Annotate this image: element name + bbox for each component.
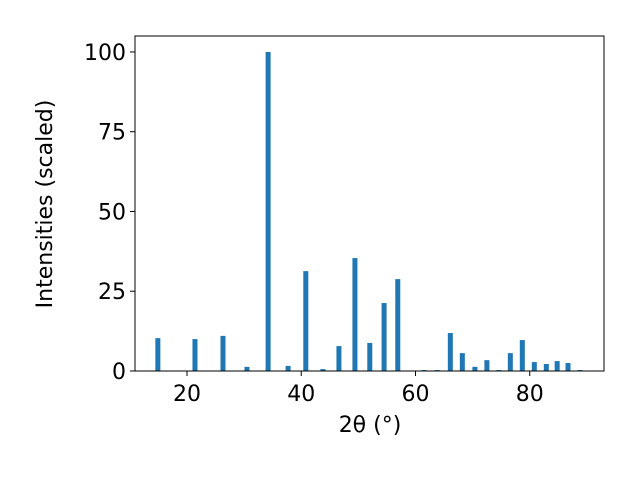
bar	[554, 361, 560, 371]
y-axis-label: Intensities (scaled)	[33, 100, 58, 309]
x-tick-label: 80	[516, 382, 544, 407]
plot-frame	[134, 35, 605, 372]
y-tick-label: 50	[98, 200, 126, 225]
bar	[459, 353, 465, 371]
bar	[519, 340, 525, 371]
bar	[531, 362, 537, 371]
bar	[543, 363, 549, 371]
x-tick-label: 20	[173, 382, 201, 407]
bar	[381, 303, 387, 371]
bar	[244, 366, 250, 371]
bar	[336, 346, 342, 371]
bar	[352, 258, 358, 371]
bar	[192, 339, 198, 371]
x-tick-label: 60	[401, 382, 429, 407]
y-tick-label: 25	[98, 280, 126, 305]
bar	[447, 333, 453, 371]
bar	[395, 279, 401, 371]
bar	[484, 360, 490, 371]
bar	[472, 366, 478, 371]
bar	[565, 363, 571, 371]
bar	[507, 353, 513, 371]
x-tick-label: 40	[287, 382, 315, 407]
bar	[367, 342, 373, 371]
y-tick-label: 100	[84, 41, 126, 66]
bar	[285, 365, 291, 371]
bar	[155, 338, 161, 371]
bar	[220, 335, 226, 371]
y-tick-label: 0	[112, 360, 126, 385]
bar	[265, 51, 271, 371]
bar	[320, 369, 326, 371]
x-axis-label: 2θ (°)	[339, 413, 402, 438]
bar	[303, 271, 309, 371]
y-tick-label: 75	[98, 121, 126, 146]
